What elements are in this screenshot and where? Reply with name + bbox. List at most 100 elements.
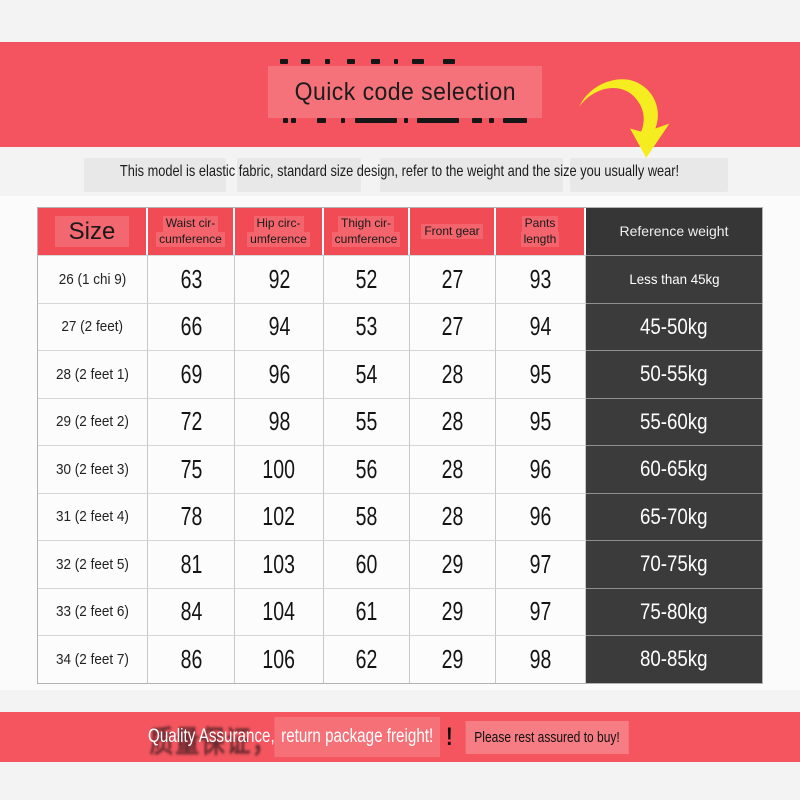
size-cell: 30 (2 feet 3) [38, 445, 148, 493]
thigh-cell: 62 [324, 635, 410, 683]
pants-length-cell: 98 [496, 635, 586, 683]
table-row: 34 (2 feet 7) 86 106 62 29 98 80-85kg [38, 635, 762, 683]
reference-weight-cell: 70-75kg [586, 540, 762, 588]
thigh-cell: 54 [324, 350, 410, 398]
reference-weight-cell: 75-80kg [586, 587, 762, 635]
table-row: 29 (2 feet 2) 72 98 55 28 95 55-60kg [38, 397, 762, 445]
reference-weight-cell: 50-55kg [586, 350, 762, 398]
hip-cell: 98 [235, 397, 324, 445]
pants-length-cell: 97 [496, 540, 586, 588]
covered-text-fragment [404, 118, 408, 123]
table-body: 26 (1 chi 9) 63 92 52 27 93 Less than 45… [38, 255, 762, 683]
table-row: 27 (2 feet) 66 94 53 27 94 45-50kg [38, 302, 762, 350]
size-cell: 29 (2 feet 2) [38, 397, 148, 445]
covered-text-fragment [503, 118, 527, 123]
footer-content: 质量保证， Quality Assurance, return package … [148, 712, 629, 762]
table-row: 32 (2 feet 5) 81 103 60 29 97 70-75kg [38, 540, 762, 588]
covered-text-fragment [283, 118, 288, 123]
covered-text-fragments-bottom [0, 118, 800, 124]
front-gear-cell: 28 [410, 492, 496, 540]
pants-length-cell: 97 [496, 587, 586, 635]
waist-cell: 75 [148, 445, 235, 493]
front-gear-cell: 29 [410, 635, 496, 683]
pants-length-cell: 96 [496, 445, 586, 493]
table-row: 26 (1 chi 9) 63 92 52 27 93 Less than 45… [38, 255, 762, 303]
reference-weight-cell: 65-70kg [586, 492, 762, 540]
notice-text: This model is elastic fabric, standard s… [120, 162, 680, 180]
reference-weight-cell: 60-65kg [586, 445, 762, 493]
covered-text-box [380, 158, 563, 192]
thigh-cell: 53 [324, 302, 410, 350]
hip-cell: 106 [235, 635, 324, 683]
covered-text-fragment [291, 118, 296, 123]
covered-text-fragment [317, 118, 326, 123]
pants-length-cell: 95 [496, 397, 586, 445]
covered-text-box [570, 158, 728, 192]
reference-weight-cell: 55-60kg [586, 397, 762, 445]
size-cell: 32 (2 feet 5) [38, 540, 148, 588]
covered-text-fragment [301, 59, 310, 64]
covered-text-fragment [417, 118, 459, 123]
footer-assurance-text: Please rest assured to buy! [465, 720, 629, 754]
thigh-cell: 60 [324, 540, 410, 588]
thigh-cell: 58 [324, 492, 410, 540]
covered-text-fragment [280, 59, 288, 64]
hip-cell: 102 [235, 492, 324, 540]
covered-text-fragment [489, 118, 494, 123]
covered-text-fragment [347, 59, 355, 64]
header-thigh: Thigh cir- cumference [324, 208, 410, 255]
hip-cell: 104 [235, 587, 324, 635]
covered-text-fragment [341, 118, 345, 123]
header-size: Size [38, 208, 148, 255]
size-cell: 34 (2 feet 7) [38, 635, 148, 683]
waist-cell: 66 [148, 302, 235, 350]
covered-text-fragment [443, 59, 455, 64]
waist-cell: 78 [148, 492, 235, 540]
front-gear-cell: 29 [410, 587, 496, 635]
thigh-cell: 55 [324, 397, 410, 445]
covered-text-fragments-top [0, 59, 800, 65]
hip-cell: 100 [235, 445, 324, 493]
reference-weight-cell: 45-50kg [586, 302, 762, 350]
size-cell: 28 (2 feet 1) [38, 350, 148, 398]
covered-text-fragment [472, 118, 482, 123]
table-row: 33 (2 feet 6) 84 104 61 29 97 75-80kg [38, 587, 762, 635]
page-title: Quick code selection [294, 77, 516, 106]
size-cell: 26 (1 chi 9) [38, 255, 148, 303]
pants-length-cell: 96 [496, 492, 586, 540]
notice-bar: This model is elastic fabric, standard s… [0, 147, 800, 196]
hip-cell: 103 [235, 540, 324, 588]
front-gear-cell: 29 [410, 540, 496, 588]
waist-cell: 84 [148, 587, 235, 635]
waist-cell: 72 [148, 397, 235, 445]
size-table: Size Waist cir- cumference Hip circ- umf… [37, 207, 763, 684]
waist-cell: 63 [148, 255, 235, 303]
reference-weight-cell: Less than 45kg [586, 255, 762, 303]
front-gear-cell: 28 [410, 350, 496, 398]
footer-exclamation: ! [446, 722, 453, 751]
covered-text-box [84, 158, 226, 192]
front-gear-cell: 27 [410, 302, 496, 350]
footer-freight-text: return package freight! [274, 717, 440, 757]
pants-length-cell: 95 [496, 350, 586, 398]
title-overlay: Quick code selection [268, 66, 542, 118]
waist-cell: 86 [148, 635, 235, 683]
hip-cell: 92 [235, 255, 324, 303]
pants-length-cell: 93 [496, 255, 586, 303]
footer-covered-cn-text: 质量保证， [149, 726, 278, 759]
covered-text-fragment [355, 118, 397, 123]
waist-cell: 81 [148, 540, 235, 588]
covered-text-fragment [394, 59, 398, 64]
front-gear-cell: 28 [410, 397, 496, 445]
size-cell: 27 (2 feet) [38, 302, 148, 350]
header-reference-weight: Reference weight [586, 208, 762, 255]
thigh-cell: 56 [324, 445, 410, 493]
hip-cell: 96 [235, 350, 324, 398]
header-pants-length: Pants length [496, 208, 586, 255]
size-cell: 31 (2 feet 4) [38, 492, 148, 540]
table-row: 31 (2 feet 4) 78 102 58 28 96 65-70kg [38, 492, 762, 540]
reference-weight-cell: 80-85kg [586, 635, 762, 683]
waist-cell: 69 [148, 350, 235, 398]
hero-banner: Quick code selection [0, 42, 800, 147]
